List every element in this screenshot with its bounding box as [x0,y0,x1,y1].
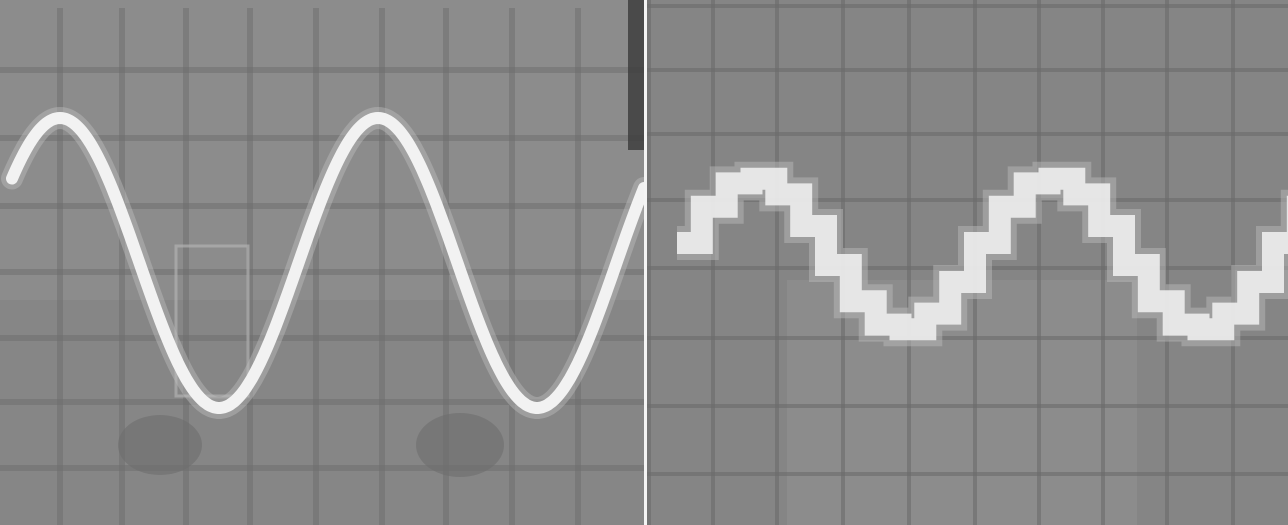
sine-trace [6,111,644,414]
stepped-sine-screen-graphic [647,0,1288,525]
bezel-edge [628,0,644,150]
sine-screen-graphic [0,0,644,525]
screen-reflection [118,415,202,475]
screen-background [0,0,644,525]
screen-reflection [174,244,250,398]
oscilloscope-stepped-panel [647,0,1288,525]
panel-divider [644,0,647,525]
oscilloscope-sine-panel [0,0,644,525]
stepped-trace [677,167,1288,341]
screen-reflection [416,413,504,477]
